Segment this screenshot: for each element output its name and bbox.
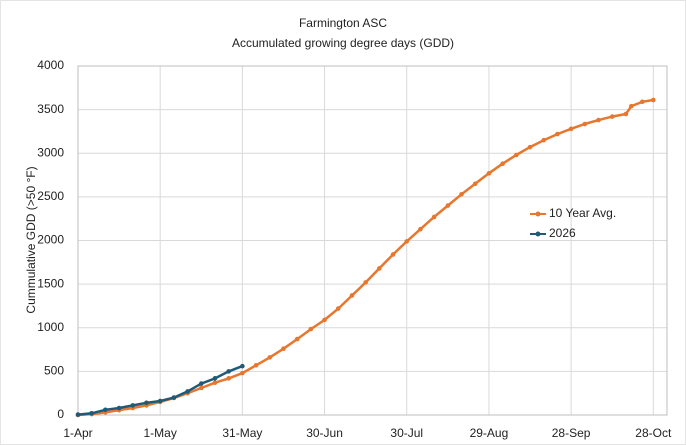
y-tick-label: 3000 (37, 145, 64, 159)
x-tick-label: 1-May (144, 426, 177, 440)
data-point (541, 137, 547, 143)
legend-marker (535, 211, 541, 217)
data-point (157, 398, 163, 404)
data-point (130, 403, 136, 408)
x-tick-label: 28-Sep (552, 426, 591, 440)
y-tick-label: 4000 (37, 58, 64, 72)
data-point (431, 214, 437, 220)
data-point (418, 226, 423, 232)
data-point (335, 306, 341, 311)
data-point (240, 370, 245, 376)
data-point (609, 114, 615, 119)
y-tick-label: 1000 (37, 320, 64, 334)
data-point (390, 252, 396, 257)
data-point (171, 395, 177, 400)
data-point (582, 121, 588, 127)
data-point (198, 381, 204, 386)
data-point (486, 171, 492, 176)
data-point (212, 380, 218, 386)
data-point (459, 191, 464, 197)
x-tick-label: 30-Jun (306, 426, 343, 440)
data-point (253, 362, 259, 368)
data-point (267, 355, 273, 360)
data-point (226, 369, 231, 374)
x-tick-label: 1-Apr (63, 426, 92, 440)
x-tick-label: 29-Aug (470, 426, 509, 440)
data-point (349, 293, 355, 298)
y-tick-label: 3500 (37, 102, 64, 116)
data-point (568, 126, 574, 132)
x-tick-label: 28-Oct (635, 426, 672, 440)
data-point (89, 410, 94, 416)
data-point (640, 99, 645, 105)
data-point (555, 131, 560, 137)
plot-border (77, 65, 668, 416)
data-point (596, 117, 601, 123)
y-tick-label: 2000 (37, 233, 64, 247)
chart-title: Farmington ASC (299, 16, 387, 30)
y-tick-label: 2500 (37, 189, 64, 203)
data-point (623, 111, 629, 117)
data-point (144, 400, 149, 406)
data-point (651, 97, 656, 103)
data-point (198, 385, 204, 391)
legend-label: 10 Year Avg. (549, 206, 616, 220)
y-tick-label: 500 (44, 364, 64, 378)
data-point (500, 161, 505, 167)
legend-label: 2026 (549, 226, 576, 240)
data-point (240, 363, 245, 369)
data-point (527, 144, 533, 150)
data-point (103, 407, 108, 413)
data-point (514, 152, 519, 158)
chart-subtitle: Accumulated growing degree days (GDD) (232, 36, 454, 50)
data-point (226, 376, 231, 381)
data-point (212, 376, 218, 381)
y-tick-label: 1500 (37, 276, 64, 290)
data-point (308, 326, 314, 332)
data-point (377, 266, 382, 271)
data-point (75, 412, 81, 417)
data-point (472, 181, 478, 187)
y-axis-label: Cummulative GDD (>50 °F) (24, 166, 38, 313)
data-point (281, 346, 286, 351)
y-tick-label: 0 (57, 407, 64, 421)
data-point (322, 317, 327, 323)
data-point (363, 280, 368, 285)
x-tick-label: 31-May (222, 426, 262, 440)
data-point (116, 405, 122, 411)
data-point (294, 336, 300, 342)
x-tick-label: 30-Jul (390, 426, 423, 440)
data-point (629, 103, 634, 109)
data-point (445, 203, 451, 208)
data-point (185, 389, 190, 394)
legend-marker (535, 231, 541, 237)
data-point (404, 239, 410, 244)
